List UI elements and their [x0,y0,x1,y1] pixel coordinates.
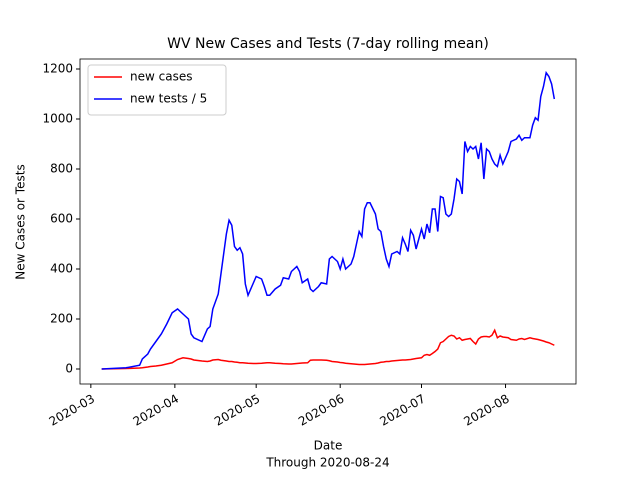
x-tick-label: 2020-03 [47,392,97,429]
legend-label: new tests / 5 [130,92,207,106]
plot-frame [79,58,577,385]
y-tick-label: 1200 [42,62,73,76]
y-tick-label: 1000 [42,112,73,126]
x-tick-label: 2020-07 [377,392,427,429]
y-tick-label: 800 [50,162,73,176]
y-tick-label: 200 [50,312,73,326]
legend-label: new cases [130,70,192,84]
x-axis-note: Through 2020-08-24 [265,456,389,470]
x-tick-label: 2020-06 [296,392,346,429]
legend-box [87,64,227,116]
chart-title: WV New Cases and Tests (7-day rolling me… [167,36,489,52]
x-tick-label: 2020-04 [131,392,181,429]
x-tick-label: 2020-08 [461,392,511,429]
x-tick-label: 2020-05 [212,392,262,429]
y-axis-label: New Cases or Tests [14,164,28,279]
x-axis-label: Date [314,439,343,453]
data-line [101,70,556,370]
legend: new cases new tests / 5 [87,64,227,116]
y-tick-label: 0 [65,362,73,376]
data-line [101,328,555,370]
y-tick-label: 400 [50,262,73,276]
y-tick-label: 600 [50,212,73,226]
